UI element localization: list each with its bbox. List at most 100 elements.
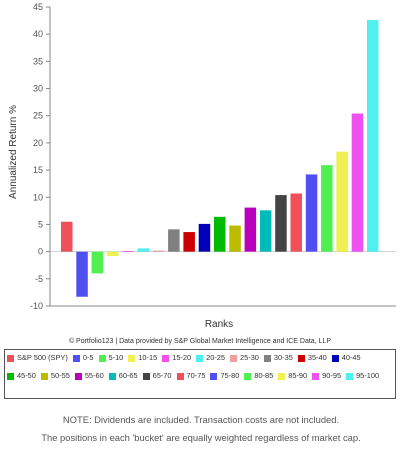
legend-swatch <box>74 372 82 380</box>
legend-item[interactable]: 5-10 <box>98 353 124 363</box>
legend-item[interactable]: 75-80 <box>210 371 239 381</box>
bar-30-35[interactable] <box>168 229 180 252</box>
bar-15-20[interactable] <box>122 251 134 252</box>
legend-label: 5-10 <box>108 353 124 362</box>
y-tick-label: 45 <box>33 2 43 12</box>
legend-item[interactable]: 65-70 <box>142 371 172 381</box>
y-tick-label: -10 <box>30 301 43 311</box>
bar-60-65[interactable] <box>259 210 272 252</box>
y-tick-label: -5 <box>35 274 43 284</box>
legend-swatch <box>98 354 106 362</box>
legend-item[interactable]: 25-30 <box>230 353 259 363</box>
bar-65-70[interactable] <box>275 195 287 252</box>
legend-item[interactable]: 85-90 <box>278 371 307 381</box>
y-tick-label: 15 <box>33 165 43 175</box>
legend-swatch <box>40 372 48 380</box>
bar-chart: -10 -5 0 5 10 15 20 25 30 35 40 45 Annualized Retur… <box>8 2 396 345</box>
legend-swatch <box>297 354 305 362</box>
bar-80-85[interactable] <box>321 165 333 252</box>
legend-swatch <box>263 354 271 362</box>
legend-item[interactable]: 30-35 <box>263 353 293 363</box>
bars-group <box>61 20 379 297</box>
y-axis-title: Annualized Return % <box>8 105 19 199</box>
legend-swatch <box>331 354 339 362</box>
bar-85-90[interactable] <box>336 151 348 252</box>
legend-swatch <box>7 354 14 362</box>
y-tick-label: 10 <box>33 192 43 202</box>
legend-item[interactable]: 95-100 <box>346 371 379 381</box>
y-tick-label: 0 <box>38 247 43 257</box>
legend-item[interactable]: 70-75 <box>176 371 206 381</box>
legend-item[interactable]: 55-60 <box>74 371 104 381</box>
legend-swatch <box>278 372 286 380</box>
bar-40-45[interactable] <box>198 223 211 252</box>
legend-item[interactable]: 50-55 <box>40 371 70 381</box>
y-tick-label: 25 <box>33 111 43 121</box>
y-axis-ticks: -10 -5 0 5 10 15 20 25 30 35 40 45 <box>30 2 50 311</box>
bar-90-95[interactable] <box>351 113 364 252</box>
y-tick-label: 5 <box>38 219 43 229</box>
legend-swatch <box>312 372 320 380</box>
legend-item[interactable]: 90-95 <box>312 371 341 381</box>
y-tick-label: 20 <box>33 138 43 148</box>
note-line-1: NOTE: Dividends are included. Transactio… <box>62 414 340 425</box>
legend-swatch <box>72 354 80 362</box>
legend-label: 70-75 <box>186 371 206 380</box>
legend-item[interactable]: 35-40 <box>297 353 327 363</box>
bar-10-15[interactable] <box>106 251 119 256</box>
legend-item[interactable]: 40-45 <box>331 353 361 363</box>
bar-95-100[interactable] <box>367 20 379 252</box>
x-axis-title: Ranks <box>205 319 233 330</box>
legend-swatch <box>162 354 170 362</box>
note-line-2: The positions in each 'bucket' are equal… <box>41 432 361 443</box>
legend-item[interactable]: 10-15 <box>128 353 157 363</box>
legend-label: 10-15 <box>138 353 158 362</box>
bar-s-p-500-spy[interactable] <box>61 221 73 252</box>
legend-label: S&P 500 (SPY) <box>17 353 68 362</box>
legend-swatch <box>176 372 184 380</box>
legend-label: 80-85 <box>254 371 274 380</box>
bar-70-75[interactable] <box>290 193 303 252</box>
bar-55-60[interactable] <box>244 207 257 252</box>
y-tick-label: 35 <box>33 56 43 66</box>
legend-label: 0-5 <box>82 353 94 362</box>
legend-swatch <box>230 354 238 362</box>
bar-35-40[interactable] <box>183 232 195 252</box>
legend-label: 60-65 <box>118 371 138 380</box>
legend-item[interactable]: 45-50 <box>7 371 36 381</box>
legend-item[interactable]: 0-5 <box>72 353 94 363</box>
legend-item[interactable]: 80-85 <box>244 371 273 381</box>
legend-item[interactable]: 60-65 <box>108 371 138 381</box>
legend-label: 65-70 <box>152 371 172 380</box>
bar-75-80[interactable] <box>305 174 318 252</box>
legend-label: 45-50 <box>17 371 36 380</box>
legend-label: 75-80 <box>220 371 240 380</box>
legend-label: 35-40 <box>307 353 327 362</box>
y-tick-label: 40 <box>33 29 43 39</box>
bar-50-55[interactable] <box>229 225 241 252</box>
legend-swatch <box>108 372 116 380</box>
legend-item[interactable]: 20-25 <box>196 353 225 363</box>
bar-0-5[interactable] <box>76 251 88 297</box>
legend-swatch <box>128 354 136 362</box>
legend-label: 85-90 <box>288 371 308 380</box>
legend-swatch <box>7 372 14 380</box>
bar-25-30[interactable] <box>152 250 165 252</box>
legend-swatch <box>346 372 354 380</box>
legend-swatch <box>196 354 204 362</box>
legend-label: 30-35 <box>273 353 293 362</box>
legend-label: 55-60 <box>84 371 104 380</box>
legend-label: 50-55 <box>50 371 70 380</box>
legend-label: 90-95 <box>322 371 342 380</box>
bar-5-10[interactable] <box>91 251 104 274</box>
legend-label: 15-20 <box>172 353 192 362</box>
legend-label: 25-30 <box>240 353 259 362</box>
bar-20-25[interactable] <box>137 248 150 252</box>
bar-45-50[interactable] <box>214 216 226 252</box>
legend-label: 95-100 <box>356 371 380 380</box>
legend-item[interactable]: S&P 500 (SPY) <box>7 353 68 363</box>
legend: S&P 500 (SPY) 0-5 5-10 10-15 15-20 20-25 25-30… <box>4 349 396 399</box>
legend-swatch <box>210 372 218 380</box>
legend-item[interactable]: 15-20 <box>162 353 191 363</box>
credit-text: © Portfolio123 | Data provided by S&P Gl… <box>69 337 331 345</box>
